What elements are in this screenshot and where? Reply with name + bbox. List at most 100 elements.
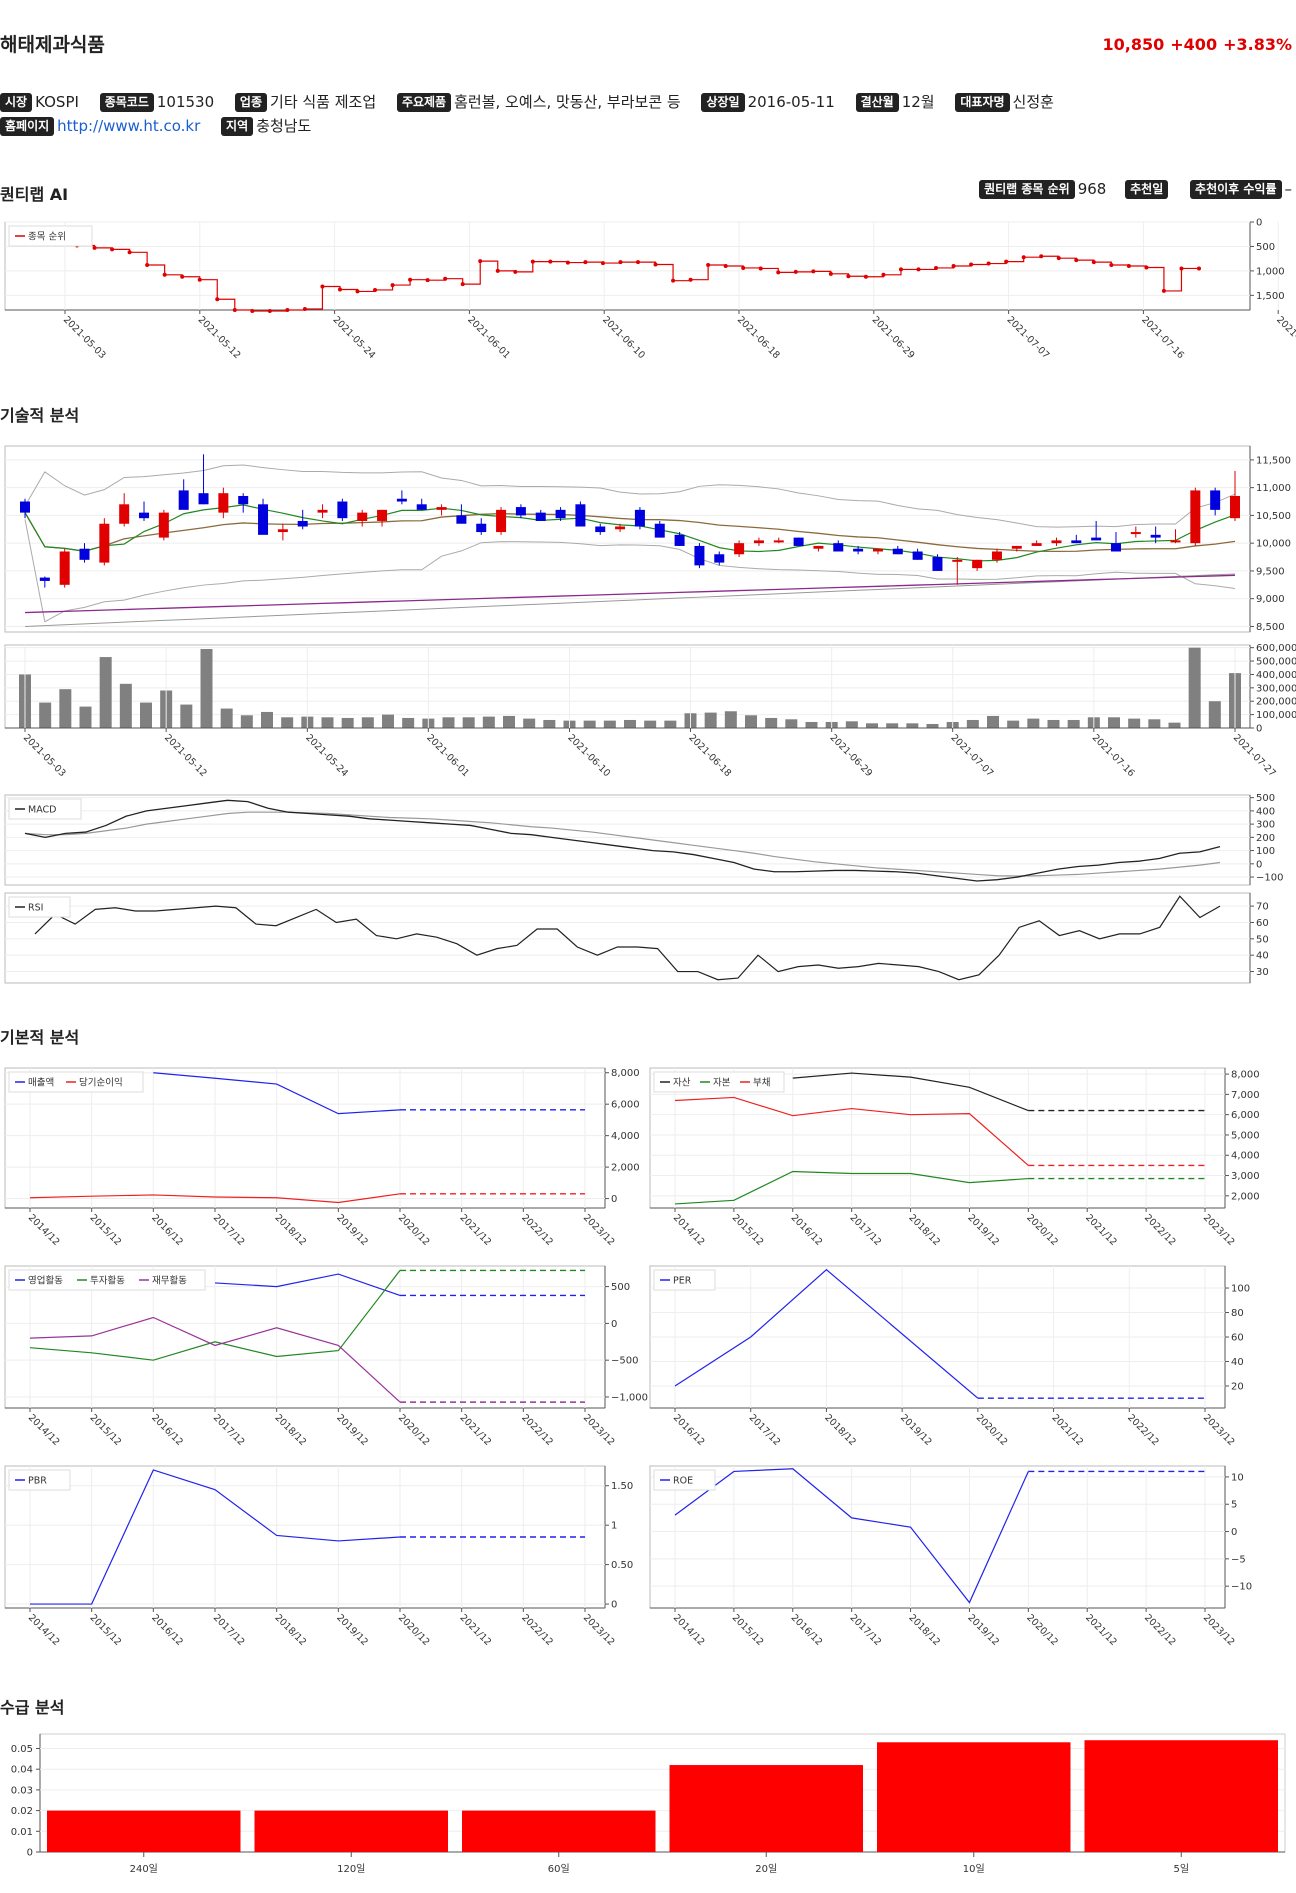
rank-chart-point	[846, 274, 851, 279]
rsi-chart-y-tick-label: 60	[1256, 918, 1269, 929]
macd-chart-y-tick-label: 200	[1256, 833, 1275, 844]
volume-chart-bar	[220, 708, 233, 728]
market-badge: 시장	[0, 93, 33, 112]
cashflow-chart-x-tick-label: 2016/12	[149, 1412, 185, 1448]
candle-chart-candle	[238, 495, 249, 505]
rank-chart-point	[934, 265, 939, 270]
candle-chart-ma-60	[24, 574, 1236, 614]
candle-chart-candle	[258, 504, 269, 535]
candle-chart-candle	[396, 498, 407, 502]
sales-chart-x-tick-label: 2022/12	[519, 1212, 555, 1248]
candle-chart-candle	[1230, 495, 1240, 519]
balance-chart-legend-label: 부채	[753, 1078, 770, 1089]
macd-chart-macd-line	[24, 799, 1221, 882]
balance-chart-x-tick-label: 2017/12	[848, 1212, 884, 1248]
section-ai-title: 퀀티랩 AI	[0, 185, 69, 204]
candle-chart-candle	[357, 512, 368, 521]
volume-chart-bar	[240, 715, 253, 728]
cashflow-chart-x-tick-label: 2017/12	[211, 1412, 247, 1448]
rsi-chart-y-tick-label: 70	[1256, 902, 1269, 913]
sales-chart-y-tick-label: 0	[611, 1194, 617, 1205]
pbr-chart-x-tick-label: 2018/12	[273, 1612, 309, 1648]
rank-chart-point	[723, 264, 728, 268]
volume-chart-bar	[724, 711, 737, 728]
per-chart-legend-label: PER	[673, 1276, 692, 1287]
pbr-chart-series-0-line	[30, 1469, 401, 1605]
rank-chart-point	[1056, 256, 1061, 261]
rank-chart-point	[250, 308, 255, 313]
macd-chart-y-tick-label: 500	[1256, 793, 1275, 804]
supply-chart-x-tick-label: 240일	[130, 1863, 158, 1875]
supply-chart-y-tick-label: 0.03	[11, 1785, 33, 1796]
homepage-link[interactable]: http://www.ht.co.kr	[57, 117, 201, 135]
roe-chart-y-tick-label: 10	[1231, 1472, 1244, 1483]
balance-chart-x-tick-label: 2019/12	[965, 1212, 1001, 1248]
macd-chart-y-tick-label: 400	[1256, 806, 1275, 817]
per-chart-x-tick-label: 2023/12	[1201, 1412, 1237, 1448]
region-badge: 지역	[221, 117, 254, 136]
volume-chart-x-tick-label: 2021-07-07	[949, 732, 996, 779]
rank-chart-x-tick-label: 2021-07-07	[1004, 314, 1051, 361]
supply-chart-bar	[1084, 1740, 1278, 1852]
rank-chart-point	[478, 259, 483, 264]
volume-chart-y-tick-label: 100,000	[1256, 710, 1296, 721]
cashflow-chart-legend-label: 재무활동	[152, 1275, 187, 1287]
rank-chart-point	[495, 268, 500, 273]
rank-chart-point	[127, 250, 132, 255]
supply-chart-x-tick-label: 20일	[755, 1863, 777, 1875]
volume-chart-x-tick-label: 2021-06-10	[565, 732, 612, 779]
rank-chart-y-tick-label: 0	[1256, 218, 1262, 229]
candle-chart-candle	[853, 548, 864, 552]
volume-chart-bar	[482, 716, 495, 728]
roe-chart-x-tick-label: 2016/12	[789, 1612, 825, 1648]
pbr-chart-y-tick-label: 0.50	[611, 1560, 633, 1571]
candle-chart-candle	[99, 523, 110, 563]
macd-chart-y-tick-label: 100	[1256, 846, 1275, 857]
pbr-chart-x-tick-label: 2015/12	[88, 1612, 124, 1648]
per-chart-y-tick-label: 60	[1231, 1333, 1244, 1344]
pbr-chart-x-tick-label: 2021/12	[458, 1612, 494, 1648]
section-supply-title: 수급 분석	[0, 1698, 65, 1717]
candle-chart-candle	[575, 504, 586, 527]
rank-chart-y-tick-label: 500	[1256, 242, 1275, 253]
pbr-chart-y-tick-label: 1	[611, 1521, 617, 1532]
volume-chart-bar	[402, 717, 415, 728]
candle-chart-candle	[178, 490, 189, 510]
balance-chart-x-tick-label: 2022/12	[1142, 1212, 1178, 1248]
rank-chart-point	[408, 277, 413, 282]
pbr-chart-y-tick-label: 0	[611, 1600, 617, 1611]
info-row-2: 홈페이지 http://www.ht.co.kr 지역 충청남도	[0, 114, 327, 138]
rank-chart-legend-box	[8, 225, 93, 247]
rsi-chart-plot-area	[4, 892, 1251, 984]
supply-chart-bar	[47, 1810, 241, 1852]
candle-chart-y-tick-label: 10,000	[1256, 539, 1291, 550]
per-chart-x-tick-label: 2018/12	[822, 1412, 858, 1448]
sales-chart-x-tick-label: 2019/12	[334, 1212, 370, 1248]
candle-chart-candle	[991, 551, 1002, 560]
rank-chart-point	[811, 269, 816, 274]
roe-chart-x-tick-label: 2014/12	[671, 1612, 707, 1648]
rank-chart-point	[1021, 255, 1026, 260]
rec-return-badge: 추천이후 수익률	[1190, 180, 1282, 199]
sales-chart-x-tick-label: 2021/12	[458, 1212, 494, 1248]
per-chart-x-tick-label: 2022/12	[1125, 1412, 1161, 1448]
sales-chart-x-tick-label: 2023/12	[581, 1212, 617, 1248]
roe-chart-x-tick-label: 2018/12	[906, 1612, 942, 1648]
volume-chart-bar	[281, 717, 294, 728]
volume-chart-bar	[462, 717, 475, 728]
pbr-chart-x-tick-label: 2014/12	[26, 1612, 62, 1648]
volume-chart-bar	[1208, 701, 1221, 728]
rank-chart-point	[741, 265, 746, 270]
rank-chart-x-tick-label: 2021-07-16	[1139, 314, 1186, 361]
rank-chart-point	[986, 261, 991, 266]
sales-chart-y-tick-label: 8,000	[611, 1068, 640, 1079]
rank-chart-x-tick-label: 2021-05-03	[61, 314, 108, 361]
volume-chart-bar	[119, 683, 132, 728]
rsi-chart-legend-box	[8, 896, 71, 918]
candle-chart-candle	[1110, 543, 1121, 552]
roe-chart-x-tick-label: 2020/12	[1024, 1612, 1060, 1648]
candle-chart-y-tick-label: 11,000	[1256, 483, 1291, 494]
roe-chart-x-tick-label: 2023/12	[1201, 1612, 1237, 1648]
rank-chart-point	[162, 272, 167, 277]
